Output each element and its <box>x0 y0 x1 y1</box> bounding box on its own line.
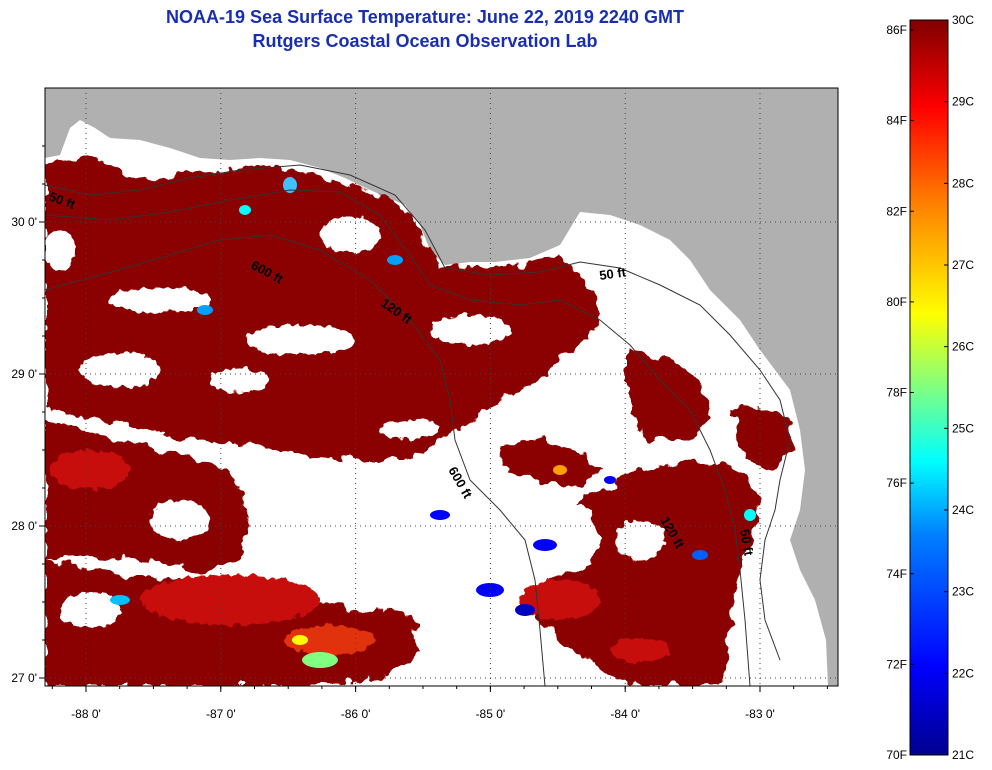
colorbar-f-label: 80F <box>886 295 907 309</box>
colorbar-c-label: 22C <box>952 666 974 680</box>
contour-label-50ft-bigbend: 50 ft <box>598 264 627 283</box>
colorbar-c-label: 26C <box>952 340 974 354</box>
bathymetry-contours <box>45 164 791 686</box>
colorbar-c-label: 27C <box>952 258 974 272</box>
celsius-labels: 30C 29C 28C 27C 26C 25C 24C 23C 22C 21C <box>944 13 974 762</box>
x-tick-label: -83 0' <box>745 707 775 721</box>
colorbar-f-label: 72F <box>886 657 907 671</box>
map-subtitle: Rutgers Coastal Ocean Observation Lab <box>252 31 598 51</box>
colorbar-f-label: 74F <box>886 567 907 581</box>
x-tick-label: -84 0' <box>610 707 640 721</box>
colorbar-c-label: 29C <box>952 95 974 109</box>
contour-label-50ft-south: 50 ft <box>737 528 757 558</box>
contour-600ft <box>45 234 546 686</box>
x-tick-label: -87 0' <box>206 707 236 721</box>
colorbar-f-label: 70F <box>886 748 907 762</box>
y-tick-label: 27 0' <box>11 671 37 685</box>
cloud-patches <box>45 217 665 628</box>
sst-map: 50 ft 600 ft 120 ft 50 ft 600 ft 120 ft … <box>11 87 839 721</box>
colorbar-c-label: 30C <box>952 13 974 27</box>
fahrenheit-labels: 86F 84F 82F 80F 78F 76F 74F 72F 70F <box>886 23 914 762</box>
colorbar-f-label: 84F <box>886 114 907 128</box>
y-tick-label: 29 0' <box>11 367 37 381</box>
colorbar-c-label: 21C <box>952 748 974 762</box>
land <box>45 88 838 686</box>
y-tick-label: 30 0' <box>11 215 37 229</box>
colorbar-f-label: 76F <box>886 476 907 490</box>
x-tick-label: -86 0' <box>341 707 371 721</box>
map-frame <box>44 87 839 687</box>
contour-120ft <box>45 189 751 686</box>
colorbar-f-label: 82F <box>886 204 907 218</box>
map-title: NOAA-19 Sea Surface Temperature: June 22… <box>166 7 684 27</box>
colorbar-gradient <box>909 19 949 756</box>
sst-cool-patches <box>110 177 756 668</box>
sst-hot-patches <box>50 450 670 662</box>
colorbar-c-label: 25C <box>952 421 974 435</box>
colorbar-f-label: 86F <box>886 23 907 37</box>
color-scale-bar: 86F 84F 82F 80F 78F 76F 74F 72F 70F 30C 29C 28C 27C… <box>886 13 974 762</box>
contour-50ft <box>45 164 791 661</box>
colorbar-f-label: 78F <box>886 386 907 400</box>
axis-ticks: -88 0' -87 0' -86 0' -85 0' -84 0' -83 0' 30 0… <box>11 145 828 721</box>
x-tick-label: -88 0' <box>71 707 101 721</box>
y-tick-label: 28 0' <box>11 519 37 533</box>
colorbar-c-label: 23C <box>952 585 974 599</box>
graticule <box>45 88 838 686</box>
x-tick-label: -85 0' <box>476 707 506 721</box>
colorbar-c-label: 24C <box>952 503 974 517</box>
colorbar-c-label: 28C <box>952 176 974 190</box>
